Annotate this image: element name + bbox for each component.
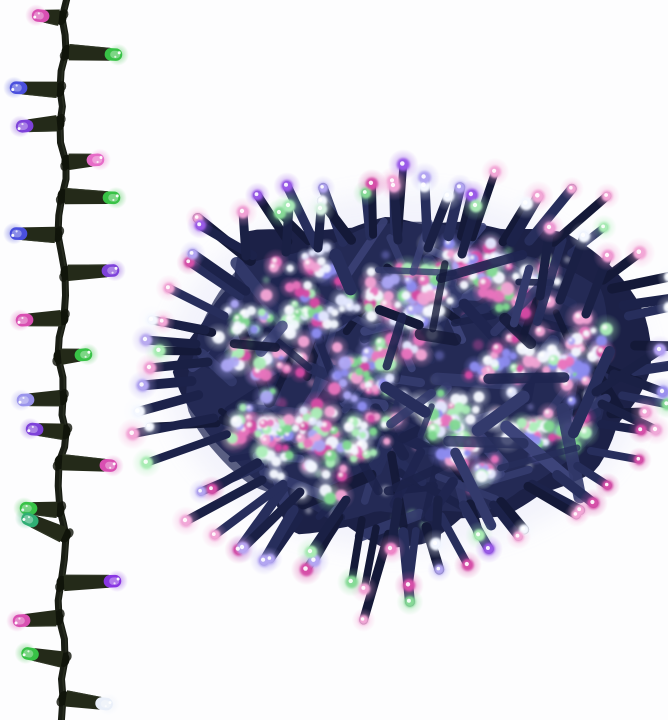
cluster-lights xyxy=(117,149,668,632)
strand-bulbs xyxy=(3,4,129,716)
cluster-spike-tips xyxy=(126,158,668,625)
left-light-strand xyxy=(3,0,129,720)
cluster-spike-tip-highlights xyxy=(129,161,668,621)
